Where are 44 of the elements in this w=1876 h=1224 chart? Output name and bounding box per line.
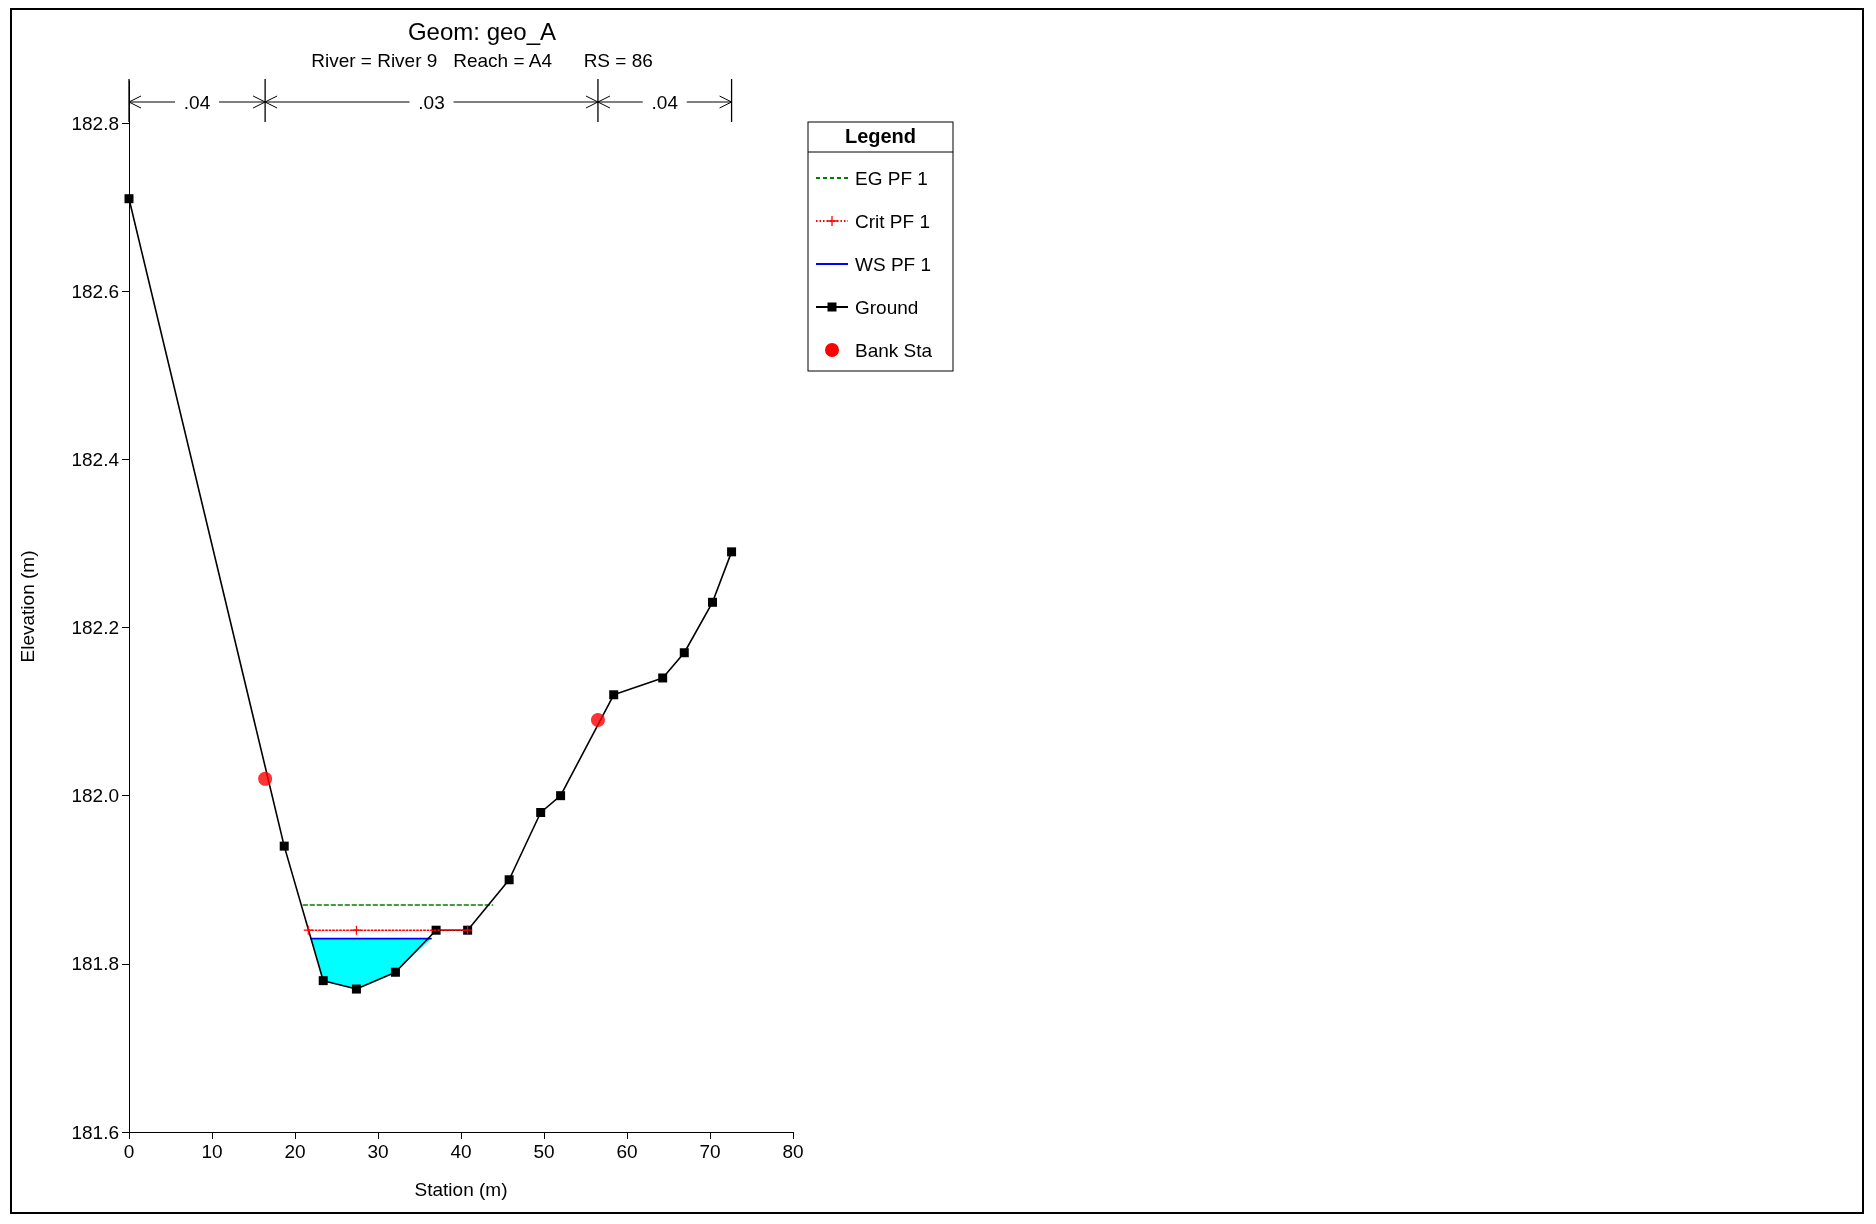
x-tick-label: 0 bbox=[123, 1141, 135, 1162]
y-tick-label: 182.8 bbox=[71, 112, 119, 134]
legend-label: WS PF 1 bbox=[855, 254, 932, 275]
x-tick-label: 40 bbox=[450, 1141, 472, 1162]
chart-title: Geom: geo_A bbox=[407, 17, 557, 45]
legend-title: Legend bbox=[844, 125, 917, 147]
point bbox=[727, 547, 737, 557]
x-tick-label: 10 bbox=[201, 1141, 223, 1162]
legend-label: Bank Sta bbox=[855, 340, 933, 361]
point bbox=[390, 967, 400, 977]
point bbox=[556, 791, 566, 801]
annotation: .04 bbox=[183, 92, 211, 113]
y-tick-label: 182.0 bbox=[71, 785, 119, 807]
y-axis-title: Elevation (m) bbox=[17, 550, 38, 663]
annotation: .03 bbox=[418, 92, 445, 113]
chart-subtitle: River = River 9 Reach = A4 RS = 86 bbox=[311, 50, 653, 71]
x-tick-label: 80 bbox=[782, 1141, 804, 1162]
point bbox=[258, 771, 273, 786]
x-tick-label: 50 bbox=[533, 1141, 555, 1162]
point bbox=[609, 690, 619, 700]
y-tick-label: 182.6 bbox=[71, 280, 119, 302]
point bbox=[279, 841, 289, 851]
x-tick-label: 70 bbox=[699, 1141, 721, 1162]
y-tick-label: 182.4 bbox=[71, 448, 120, 470]
point bbox=[318, 976, 328, 986]
point bbox=[658, 673, 668, 683]
x-axis-title: Station (m) bbox=[414, 1179, 508, 1200]
point bbox=[679, 648, 689, 658]
point bbox=[590, 713, 605, 727]
y-tick-label: 181.8 bbox=[71, 953, 119, 975]
legend-label: Ground bbox=[855, 297, 919, 318]
y-tick-label: 182.2 bbox=[71, 617, 119, 639]
point bbox=[707, 597, 717, 607]
x-tick-label: 20 bbox=[284, 1141, 306, 1162]
point bbox=[124, 194, 134, 204]
point bbox=[351, 984, 361, 994]
point bbox=[504, 875, 514, 885]
legend-label: Crit PF 1 bbox=[855, 211, 930, 232]
point bbox=[536, 808, 546, 817]
x-tick-label: 60 bbox=[616, 1141, 638, 1162]
x-tick-label: 30 bbox=[367, 1141, 389, 1162]
y-tick-label: 181.6 bbox=[71, 1121, 119, 1143]
annotation: .04 bbox=[651, 92, 679, 113]
legend-label: EG PF 1 bbox=[855, 168, 928, 189]
